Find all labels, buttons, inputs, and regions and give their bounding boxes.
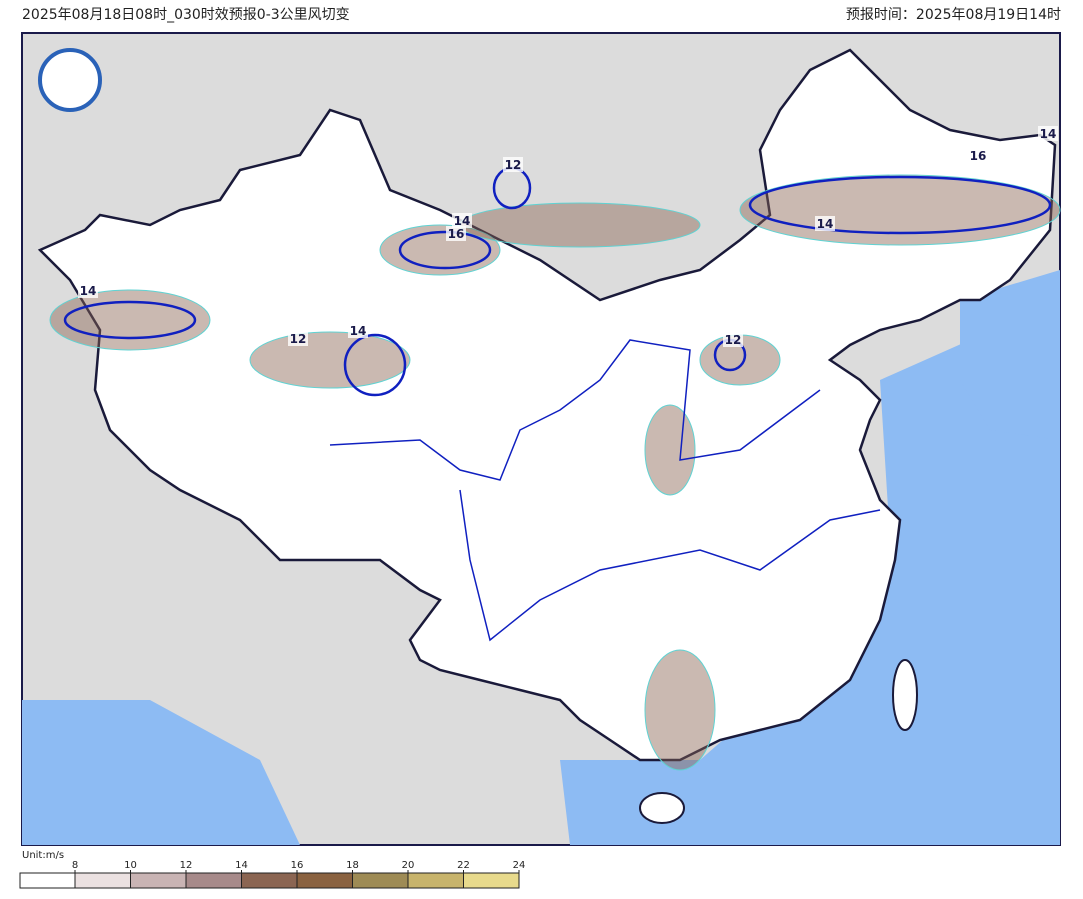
colorbar-tick-label: 22 bbox=[457, 860, 470, 871]
colorbar-unit: Unit:m/s bbox=[22, 850, 64, 861]
colorbar-tick-label: 10 bbox=[124, 860, 137, 871]
contour-label-bg bbox=[815, 216, 835, 231]
hainan bbox=[639, 792, 685, 824]
contour-label: 14 bbox=[1040, 127, 1057, 141]
colorbar-tick-label: 20 bbox=[402, 860, 415, 871]
contour-line bbox=[398, 230, 492, 270]
contour-label: 16 bbox=[448, 227, 465, 241]
contour-label-bg bbox=[1038, 126, 1058, 141]
colorbar-segment bbox=[463, 872, 520, 889]
colorbar-segment bbox=[241, 872, 298, 889]
contour-label-bg bbox=[503, 157, 523, 172]
contour-label-bg bbox=[723, 332, 743, 347]
colorbar-tick-label: 8 bbox=[72, 860, 78, 871]
colorbar-segment bbox=[296, 872, 353, 889]
colorbar-tick-label: 24 bbox=[513, 860, 526, 871]
rivers bbox=[329, 339, 881, 642]
colorbar-segment bbox=[19, 872, 76, 889]
river bbox=[459, 489, 881, 642]
contour-label-bg bbox=[968, 148, 988, 163]
shear-area bbox=[459, 202, 701, 248]
contour-label-bg bbox=[452, 213, 472, 228]
colorbar-tick-label: 14 bbox=[235, 860, 248, 871]
east-sea bbox=[560, 300, 1060, 845]
colorbar-segment bbox=[352, 872, 409, 889]
contour-line bbox=[63, 300, 197, 340]
china-outline bbox=[37, 48, 1057, 762]
contour-line bbox=[343, 333, 407, 397]
contour-label: 14 bbox=[454, 214, 471, 228]
contour-label-bg bbox=[348, 323, 368, 338]
contour-label: 16 bbox=[970, 149, 987, 163]
contour-label-bg bbox=[78, 283, 98, 298]
shear-area bbox=[49, 289, 211, 351]
colorbar-segment bbox=[74, 872, 131, 889]
header-right: 预报时间：2025年08月19日14时 bbox=[846, 7, 1061, 23]
shear-area bbox=[644, 649, 716, 771]
contour-label-bg bbox=[446, 226, 466, 241]
contour-label: 12 bbox=[505, 158, 522, 172]
colorbar-tick-label: 18 bbox=[346, 860, 359, 871]
header-left: 2025年08月18日08时_030时效预报0-3公里风切变 bbox=[22, 7, 350, 23]
logo bbox=[38, 48, 102, 112]
contour-label: 12 bbox=[725, 333, 742, 347]
contour-label: 14 bbox=[80, 284, 97, 298]
contours bbox=[63, 166, 1052, 397]
shear-area bbox=[644, 404, 696, 496]
taiwan bbox=[892, 659, 918, 731]
colorbar-segment bbox=[185, 872, 242, 889]
contour-label-bg bbox=[288, 331, 308, 346]
bay-of-bengal bbox=[22, 700, 300, 845]
colorbar-tick-label: 16 bbox=[291, 860, 304, 871]
contour-label: 14 bbox=[350, 324, 367, 338]
contour-line bbox=[748, 175, 1052, 235]
river bbox=[329, 339, 821, 481]
contour-label: 14 bbox=[817, 217, 834, 231]
sea-of-japan bbox=[960, 270, 1060, 440]
shear-area bbox=[249, 331, 411, 389]
colorbar-segment bbox=[407, 872, 464, 889]
contour-label: 12 bbox=[290, 332, 307, 346]
colorbar-segment bbox=[130, 872, 187, 889]
colorbar-tick-label: 12 bbox=[180, 860, 193, 871]
